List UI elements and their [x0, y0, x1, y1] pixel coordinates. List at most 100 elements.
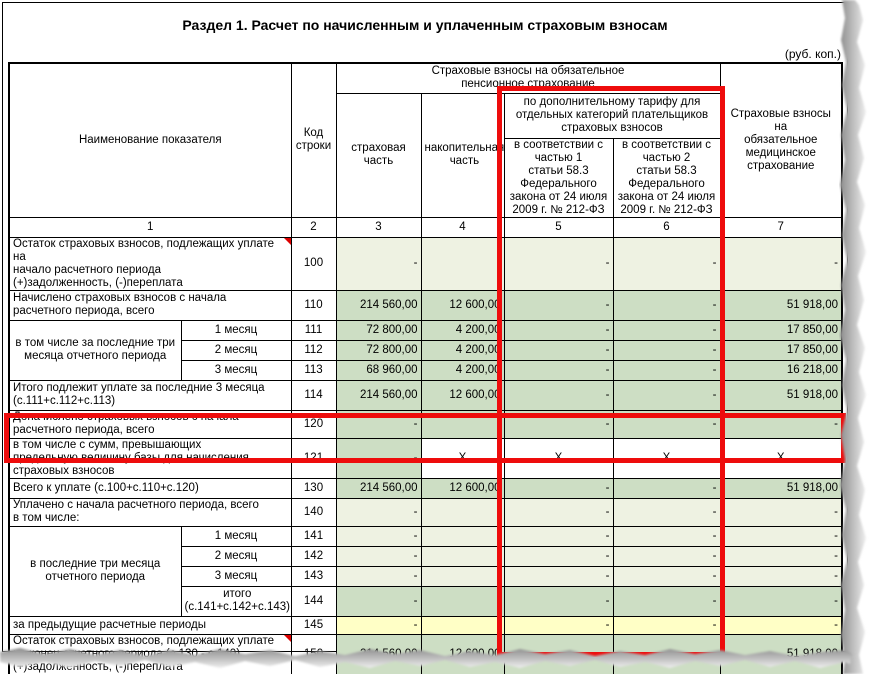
- table-row: 2 месяц 112 72 800,00 4 200,00 - - 17 85…: [9, 339, 843, 361]
- value-cell[interactable]: 17 850,00: [719, 319, 843, 341]
- header-insurance-part: страховая часть: [335, 92, 422, 218]
- value-cell[interactable]: 17 850,00: [719, 339, 843, 361]
- value-cell[interactable]: 68 960,00: [335, 359, 422, 381]
- value-cell[interactable]: 16 218,00: [719, 359, 843, 381]
- value-cell[interactable]: 51 918,00: [719, 289, 843, 321]
- value-cell[interactable]: 214 560,00: [335, 379, 422, 411]
- value-cell[interactable]: -: [612, 339, 721, 361]
- line-code: 143: [290, 565, 337, 587]
- value-cell[interactable]: 12 600,00: [420, 289, 505, 321]
- value-cell[interactable]: 51 918,00: [719, 477, 843, 499]
- period-label: итого (с.141+с.142+с.143): [180, 585, 292, 617]
- row-group-label: в последние три месяца отчетного периода: [8, 525, 182, 617]
- value-cell[interactable]: -: [335, 525, 422, 547]
- table-row: 3 месяц 143 - - - - -: [9, 565, 843, 587]
- value-cell[interactable]: -: [503, 359, 614, 381]
- line-code: 141: [290, 525, 337, 547]
- indicator-name: Остаток страховых взносов, подлежащих уп…: [8, 236, 292, 291]
- table-row: 3 месяц 113 68 960,00 4 200,00 - - 16 21…: [9, 359, 843, 381]
- value-cell[interactable]: 4 200,00: [420, 339, 505, 361]
- value-cell[interactable]: -: [719, 565, 843, 587]
- value-cell[interactable]: -: [420, 497, 505, 527]
- report-page: Раздел 1. Расчет по начисленным и уплаче…: [2, 2, 848, 674]
- value-cell[interactable]: -: [420, 236, 505, 291]
- line-code: 144: [290, 585, 337, 617]
- column-number: 4: [420, 216, 505, 238]
- value-cell[interactable]: -: [612, 585, 721, 617]
- value-cell[interactable]: -: [612, 497, 721, 527]
- line-code: 142: [290, 545, 337, 567]
- value-cell[interactable]: -: [612, 236, 721, 291]
- value-cell[interactable]: -: [719, 525, 843, 547]
- value-cell[interactable]: -: [612, 319, 721, 341]
- value-cell[interactable]: -: [719, 236, 843, 291]
- value-cell[interactable]: -: [503, 585, 614, 617]
- value-cell[interactable]: -: [335, 565, 422, 587]
- value-cell[interactable]: -: [612, 379, 721, 411]
- value-cell[interactable]: -: [420, 525, 505, 547]
- value-cell[interactable]: -: [612, 525, 721, 547]
- value-cell[interactable]: -: [335, 497, 422, 527]
- line-code: 100: [290, 236, 337, 291]
- value-cell[interactable]: -: [503, 615, 614, 635]
- value-cell[interactable]: -: [612, 477, 721, 499]
- section1-table: Наименование показателя Код строки Страх…: [8, 62, 843, 674]
- value-cell[interactable]: -: [335, 585, 422, 617]
- header-medical-contributions: Страховые взносы на обязательное медицин…: [719, 62, 843, 218]
- header-row-2: страховая часть накопительная часть по д…: [9, 92, 842, 218]
- column-number: 2: [290, 216, 337, 238]
- column-number: 7: [719, 216, 843, 238]
- value-cell[interactable]: 4 200,00: [420, 359, 505, 381]
- value-cell[interactable]: -: [420, 585, 505, 617]
- highlight-box-row-121: [4, 413, 846, 463]
- value-cell[interactable]: -: [719, 545, 843, 567]
- value-cell[interactable]: -: [335, 615, 422, 635]
- line-code: 140: [290, 497, 337, 527]
- header-additional-tariff: по дополнительному тарифу для отдельных …: [503, 92, 721, 139]
- value-cell[interactable]: -: [503, 379, 614, 411]
- value-cell[interactable]: -: [335, 545, 422, 567]
- row-group-label: в том числе за последние три месяца отче…: [8, 319, 182, 381]
- header-tariff-part2: в соответствии с частью 2 статьи 58.3 Фе…: [612, 137, 721, 218]
- torn-edge-bottom: [0, 648, 852, 668]
- value-cell[interactable]: -: [719, 615, 843, 635]
- value-cell[interactable]: -: [503, 497, 614, 527]
- value-cell[interactable]: 4 200,00: [420, 319, 505, 341]
- indicator-name: Начислено страховых взносов с начала рас…: [8, 289, 292, 321]
- column-number: 1: [8, 216, 292, 238]
- value-cell[interactable]: 72 800,00: [335, 339, 422, 361]
- value-cell[interactable]: -: [420, 545, 505, 567]
- value-cell[interactable]: -: [612, 289, 721, 321]
- value-cell[interactable]: -: [420, 615, 505, 635]
- value-cell[interactable]: -: [503, 565, 614, 587]
- value-cell[interactable]: 72 800,00: [335, 319, 422, 341]
- header-tariff-part1: в соответствии с частью 1 статьи 58.3 Фе…: [503, 137, 614, 218]
- period-label: 3 месяц: [180, 359, 292, 381]
- value-cell[interactable]: -: [719, 585, 843, 617]
- value-cell[interactable]: -: [335, 236, 422, 291]
- indicator-name: Всего к уплате (с.100+с.110+с.120): [8, 477, 292, 499]
- header-row-1: Наименование показателя Код строки Страх…: [8, 62, 843, 218]
- indicator-name: Остаток страховых взносов, подлежащих уп…: [8, 633, 292, 674]
- value-cell[interactable]: -: [612, 545, 721, 567]
- header-row-3: в соответствии с частью 1 статьи 58.3 Фе…: [9, 137, 842, 218]
- value-cell[interactable]: 214 560,00: [335, 289, 422, 321]
- value-cell[interactable]: 214 560,00: [335, 477, 422, 499]
- value-cell[interactable]: 12 600,00: [420, 379, 505, 411]
- table-row: в последние три месяца отчетного периода…: [8, 525, 843, 617]
- indicator-name: за предыдущие расчетные периоды: [8, 615, 292, 635]
- line-code: 130: [290, 477, 337, 499]
- column-number: 3: [335, 216, 422, 238]
- value-cell[interactable]: -: [612, 565, 721, 587]
- value-cell[interactable]: 51 918,00: [719, 379, 843, 411]
- period-label: 2 месяц: [180, 545, 292, 567]
- value-cell[interactable]: 12 600,00: [420, 477, 505, 499]
- value-cell[interactable]: -: [503, 477, 614, 499]
- value-cell[interactable]: -: [612, 615, 721, 635]
- value-cell[interactable]: -: [420, 565, 505, 587]
- table-row: Остаток страховых взносов, подлежащих уп…: [8, 236, 843, 291]
- value-cell[interactable]: -: [612, 359, 721, 381]
- header-indicator-name: Наименование показателя: [8, 62, 292, 218]
- value-cell[interactable]: -: [719, 497, 843, 527]
